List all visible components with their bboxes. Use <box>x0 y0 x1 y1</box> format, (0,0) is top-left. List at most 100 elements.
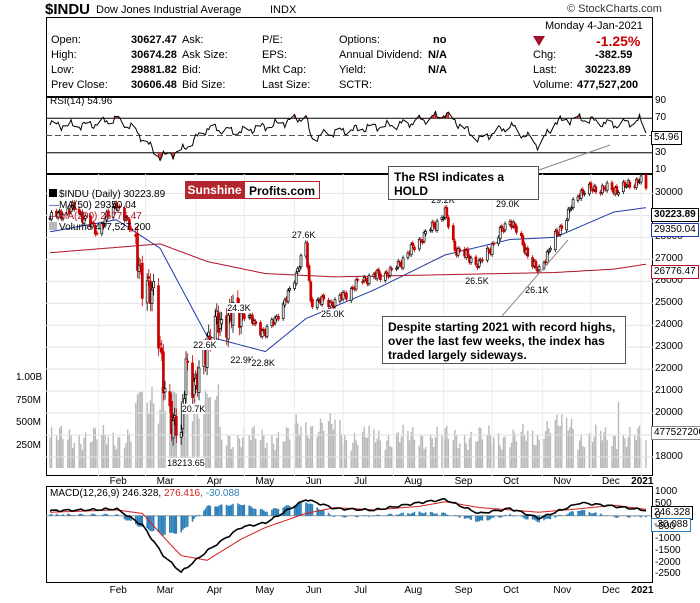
macd-histogram-bar <box>410 513 412 516</box>
macd-histogram-bar <box>582 509 584 516</box>
candle-body <box>92 222 96 225</box>
macd-histogram-bar <box>253 508 255 516</box>
volume-bar <box>230 449 233 468</box>
candle-body <box>445 207 449 217</box>
macd-histogram-bar <box>397 514 399 516</box>
macd-histogram-bar <box>136 515 139 526</box>
macd-histogram-bar <box>319 510 322 516</box>
macd-legend-v1: 246.328, <box>122 488 162 499</box>
candle-body <box>492 242 496 245</box>
volume-bar <box>538 439 540 468</box>
last-label: Last: <box>533 64 557 76</box>
rsi-legend: RSI(14) 54.96 <box>50 96 112 107</box>
macd-histogram-bar <box>272 508 275 516</box>
candle-body <box>476 265 479 269</box>
volume-bar <box>198 418 200 468</box>
volume-bar <box>284 441 286 468</box>
volume-bar <box>413 439 416 468</box>
volume-bar <box>525 440 527 468</box>
volume-bar <box>557 425 560 468</box>
candle-body <box>555 229 559 234</box>
macd-histogram-bar <box>60 515 63 516</box>
volume-bar <box>151 386 153 468</box>
options-value: no <box>433 34 447 46</box>
macd-histogram-bar <box>486 515 489 521</box>
rsi-chart <box>46 110 653 162</box>
candle-body <box>251 314 254 324</box>
macd-histogram-bar <box>193 515 195 520</box>
volume-bar <box>395 433 398 468</box>
brand-label: © StockCharts.com <box>567 3 662 15</box>
volume-bar <box>635 440 637 468</box>
volume-bar <box>431 438 433 468</box>
candle-body <box>409 244 413 256</box>
volume-bar <box>193 400 195 468</box>
volume-bar <box>561 414 563 468</box>
candle-body <box>623 182 627 186</box>
macd-histogram-bar <box>83 515 85 516</box>
volume-bar <box>253 425 255 468</box>
macd-histogram-bar <box>162 515 165 536</box>
volume-bar <box>57 440 59 468</box>
volume-bar <box>344 434 346 468</box>
volume-bar <box>352 442 354 468</box>
candle-body <box>560 225 564 229</box>
macd-histogram-bar <box>468 515 471 519</box>
rsi-tick-label: 10 <box>655 164 667 175</box>
price-legend: $INDU (Daily) 30223.89 —MA(50) 29350.04 … <box>49 189 165 233</box>
volume-bar <box>196 405 199 468</box>
volume-bar <box>274 450 276 468</box>
volume-bar <box>376 438 378 468</box>
candle-body <box>118 205 121 208</box>
macd-histogram-bar <box>467 515 469 518</box>
volume-bar <box>593 436 595 468</box>
macd-tick-label: -1500 <box>655 544 681 556</box>
last-size-label: Last Size: <box>262 79 311 91</box>
macd-histogram-bar <box>478 515 480 522</box>
macd-histogram-bar <box>68 514 71 516</box>
volume-bar <box>501 449 503 468</box>
volume-bar <box>467 450 469 468</box>
x-tick-label: Mar <box>156 476 174 487</box>
macd-histogram-bar <box>263 510 265 516</box>
candle-body <box>281 303 285 319</box>
volume-bar <box>106 444 108 468</box>
volume-bar <box>174 392 176 468</box>
signal-line <box>49 501 647 561</box>
macd-histogram-bar <box>400 512 403 516</box>
volume-bar <box>366 437 369 468</box>
candle-body <box>456 248 460 256</box>
price-annotation: 22.8K <box>251 357 275 368</box>
x-tick-label: Oct <box>503 585 519 596</box>
candle-body <box>354 279 358 290</box>
candle-body <box>184 358 188 396</box>
candle-body <box>547 250 551 253</box>
volume-bar <box>118 436 121 468</box>
volume-bar <box>72 448 74 468</box>
volume-tick-label: 250M <box>16 439 42 451</box>
candle-body <box>377 269 381 275</box>
price-tick-label: 20000 <box>655 407 683 419</box>
volume-bar <box>321 422 323 468</box>
volume-bar <box>285 427 288 468</box>
low-value: 29881.82 <box>131 64 177 76</box>
candle-body <box>591 189 594 192</box>
volume-bar <box>446 425 448 468</box>
volume-bar <box>94 428 96 468</box>
candle-body <box>617 192 620 195</box>
volume-bar <box>183 390 186 468</box>
candle-body <box>126 217 130 219</box>
volume-bar <box>595 424 597 468</box>
macd-histogram-bar <box>282 507 284 516</box>
macd-histogram-bar <box>125 515 127 521</box>
macd-histogram-bar <box>128 515 131 521</box>
volume-bar <box>569 427 571 468</box>
volume-bar <box>410 432 412 468</box>
volume-bar <box>227 435 229 468</box>
volume-bar <box>465 443 467 468</box>
volume-bar <box>504 436 506 468</box>
candle-body <box>56 212 60 219</box>
volume-bar <box>634 435 636 468</box>
macd-histogram-bar <box>525 515 527 520</box>
macd-chart <box>46 497 653 574</box>
